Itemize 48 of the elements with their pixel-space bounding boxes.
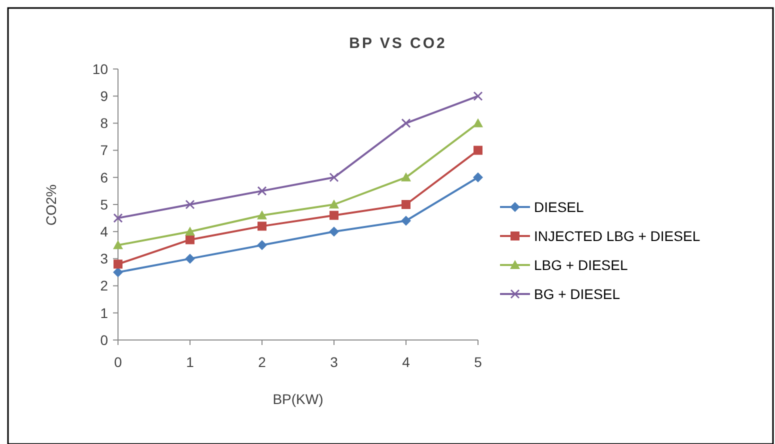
y-tick-label: 9 [100,88,108,104]
legend-label: DIESEL [534,198,584,215]
point [401,172,411,182]
point [257,240,267,250]
point [185,254,195,264]
point [185,226,195,236]
y-tick-label: 1 [100,304,108,321]
x-tick-label: 1 [186,354,194,370]
point [473,172,483,182]
point [257,210,267,220]
x-tick-label: 4 [402,354,410,370]
point [257,186,267,196]
x-tick-label: 5 [474,354,482,370]
y-tick-label: 3 [100,250,108,267]
point [258,222,266,231]
y-tick-label: 5 [100,196,108,212]
legend-label: LBG + DIESEL [534,256,628,273]
point [329,200,339,208]
x-axis-title: BP(KW) [272,391,324,407]
x-tick-label: 2 [258,354,266,370]
y-axis-title: CO2% [43,184,59,226]
point [114,260,122,269]
x-tick-label: 0 [114,354,122,370]
point [186,235,194,244]
point [329,226,339,237]
point [330,210,338,220]
point [113,267,123,278]
y-tick-label: 7 [100,142,108,158]
point [401,118,411,128]
y-tick-label: 2 [100,278,108,294]
legend-label: BG + DIESEL [534,286,620,302]
x-tick-label: 3 [330,354,338,370]
y-tick-label: 4 [100,224,108,240]
point [402,200,410,209]
point [113,240,123,250]
point [185,200,195,210]
legend-label: INJECTED LBG + DIESEL [534,228,700,244]
y-tick-label: 10 [92,60,108,77]
point [113,213,123,223]
point [473,91,483,101]
point [474,146,482,155]
y-tick-label: 6 [100,169,108,186]
y-tick-label: 0 [100,332,108,348]
point [473,118,483,128]
point [329,172,339,182]
chart-title: BP VS CO2 [349,35,447,52]
y-tick-label: 8 [100,115,108,132]
point [401,216,411,226]
